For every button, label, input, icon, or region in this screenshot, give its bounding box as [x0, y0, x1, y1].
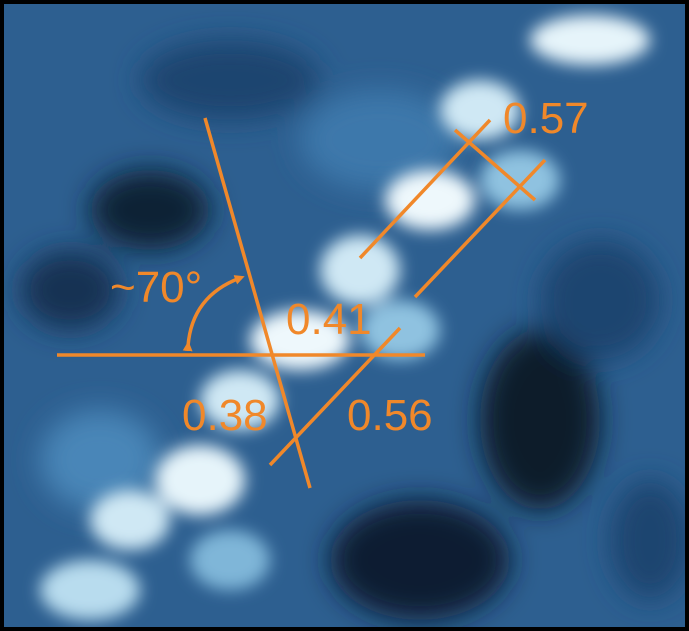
- microscopy-image: 0.57 ~70° 0.41 0.38 0.56: [0, 0, 689, 631]
- label: 0.38: [182, 391, 268, 440]
- page: 0.57 ~70° 0.41 0.38 0.56 (() => { const …: [0, 0, 689, 631]
- label: 0.41: [286, 295, 372, 344]
- label: 0.57: [503, 94, 589, 143]
- label: ~70°: [110, 263, 202, 312]
- label: 0.56: [347, 391, 433, 440]
